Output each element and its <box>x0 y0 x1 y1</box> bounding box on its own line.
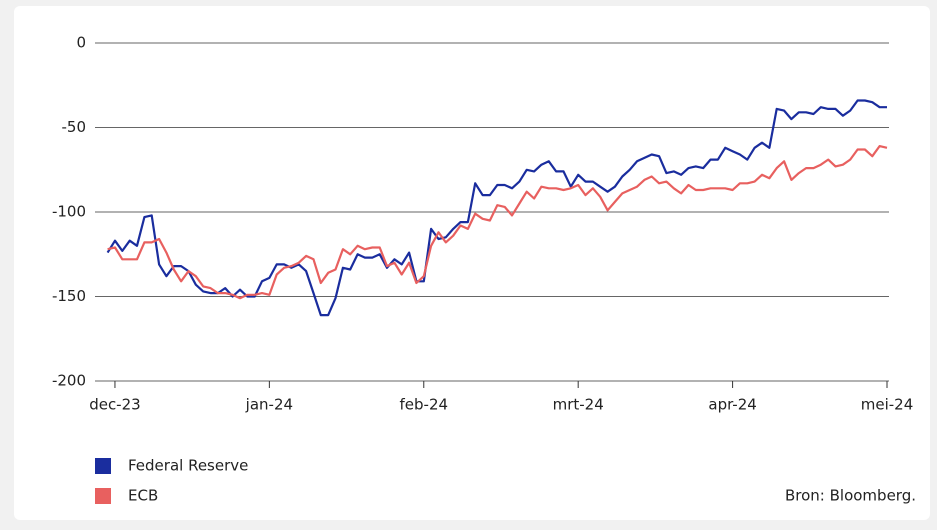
legend-swatch <box>95 458 111 474</box>
x-tick-label: mrt-24 <box>553 396 604 414</box>
y-tick-label: -100 <box>52 203 86 221</box>
legend-swatch <box>95 488 111 504</box>
y-tick-label: 0 <box>76 34 86 52</box>
x-tick-label: apr-24 <box>708 396 756 414</box>
series-line <box>106 99 887 317</box>
series-line <box>107 145 888 300</box>
legend-label: Federal Reserve <box>128 457 248 475</box>
source-note: Bron: Bloomberg. <box>785 487 916 505</box>
x-tick-label: dec-23 <box>89 396 141 414</box>
y-tick-label: -150 <box>52 287 86 305</box>
x-tick-label: jan-24 <box>245 396 293 414</box>
y-tick-label: -200 <box>52 372 86 390</box>
x-tick-label: mei-24 <box>861 396 914 414</box>
y-tick-label: -50 <box>62 118 87 136</box>
card <box>14 6 930 520</box>
x-tick-label: feb-24 <box>400 396 449 414</box>
legend-label: ECB <box>128 487 158 505</box>
